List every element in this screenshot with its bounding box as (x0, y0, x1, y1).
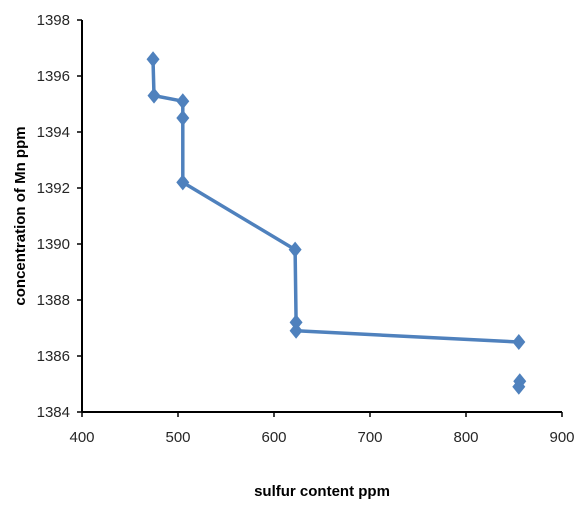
y-tick-label: 1392 (37, 180, 70, 197)
y-tick-label: 1390 (37, 236, 70, 253)
y-tick-label: 1394 (37, 124, 70, 141)
series-points (146, 51, 527, 395)
data-point-diamond (512, 378, 526, 395)
x-tick-label: 800 (453, 429, 478, 446)
x-tick-label: 700 (357, 429, 382, 446)
series-line (151, 59, 519, 344)
y-tick-label: 1384 (37, 404, 70, 421)
x-tick-label: 600 (261, 429, 286, 446)
series-lines (151, 59, 519, 344)
data-point-diamond (288, 241, 302, 258)
y-tick-label: 1388 (37, 292, 70, 309)
x-tick-labels: 400 500 600 700 800 900 (69, 412, 574, 446)
data-point-diamond (176, 110, 190, 126)
x-tick-label: 900 (549, 429, 574, 446)
data-point-diamond (147, 87, 161, 104)
axes (81, 20, 562, 413)
data-point-diamond (176, 174, 190, 191)
x-tick-label: 400 (69, 429, 94, 446)
y-tick-label: 1386 (37, 348, 70, 365)
data-point-diamond (512, 334, 526, 350)
y-tick-labels: 1384 1386 1388 1390 1392 1394 1396 1398 (37, 12, 82, 421)
data-point-diamond (289, 314, 303, 331)
data-point-diamond (176, 93, 190, 110)
data-point-diamond (289, 322, 303, 339)
x-tick-label: 500 (165, 429, 190, 446)
y-axis-title: concentration of Mn ppm (12, 126, 29, 305)
x-axis-title: sulfur content ppm (254, 483, 390, 500)
y-tick-label: 1396 (37, 68, 70, 85)
y-tick-label: 1398 (37, 12, 70, 29)
data-point-diamond (146, 51, 160, 68)
